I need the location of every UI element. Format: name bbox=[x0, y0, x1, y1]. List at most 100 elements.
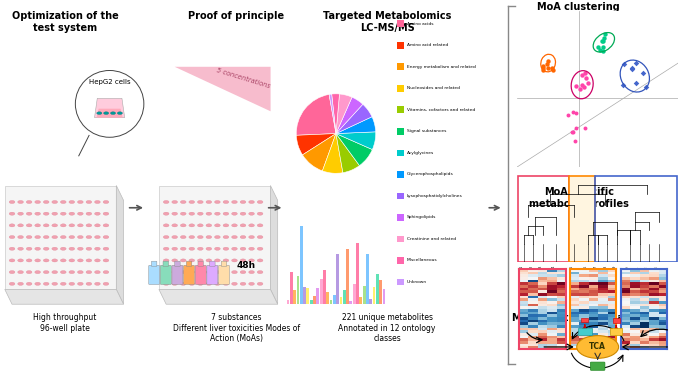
Circle shape bbox=[232, 259, 237, 262]
Bar bbox=[383, 289, 386, 304]
Circle shape bbox=[249, 224, 254, 227]
Circle shape bbox=[189, 282, 195, 285]
Point bbox=[597, 48, 608, 54]
Circle shape bbox=[117, 112, 123, 115]
Circle shape bbox=[223, 212, 229, 215]
Circle shape bbox=[95, 259, 100, 262]
Bar bbox=[366, 255, 369, 304]
Wedge shape bbox=[336, 134, 360, 173]
Text: Targeted Metabolomics
LC-MS/MS: Targeted Metabolomics LC-MS/MS bbox=[323, 11, 451, 33]
Circle shape bbox=[95, 200, 100, 204]
Circle shape bbox=[172, 236, 177, 239]
Text: Amino acids: Amino acids bbox=[407, 22, 434, 26]
Circle shape bbox=[189, 200, 195, 204]
Bar bbox=[397, 42, 404, 49]
Circle shape bbox=[9, 282, 15, 285]
Bar bbox=[306, 288, 309, 304]
Bar bbox=[397, 257, 404, 264]
Polygon shape bbox=[116, 186, 123, 304]
Point bbox=[580, 125, 590, 131]
Text: Subst12: Subst12 bbox=[645, 265, 649, 280]
Circle shape bbox=[163, 224, 169, 227]
Bar bbox=[323, 270, 326, 304]
Bar bbox=[303, 286, 306, 304]
FancyBboxPatch shape bbox=[198, 261, 203, 266]
Point bbox=[593, 45, 603, 50]
Circle shape bbox=[18, 200, 23, 204]
Circle shape bbox=[232, 270, 237, 274]
Text: 7 substances
Different liver toxicities Modes of
Action (MoAs): 7 substances Different liver toxicities … bbox=[173, 313, 300, 343]
Circle shape bbox=[69, 200, 75, 204]
Text: Subst6: Subst6 bbox=[584, 265, 588, 278]
FancyBboxPatch shape bbox=[582, 318, 588, 322]
FancyBboxPatch shape bbox=[172, 265, 183, 285]
Circle shape bbox=[35, 259, 40, 262]
FancyBboxPatch shape bbox=[610, 328, 622, 335]
FancyBboxPatch shape bbox=[195, 265, 206, 285]
Circle shape bbox=[257, 212, 263, 215]
Circle shape bbox=[97, 112, 102, 115]
Bar bbox=[397, 63, 404, 70]
Polygon shape bbox=[159, 289, 277, 304]
FancyBboxPatch shape bbox=[221, 261, 227, 266]
Text: 221 unique metabolites
Annotated in 12 ontology
classes: 221 unique metabolites Annotated in 12 o… bbox=[338, 313, 436, 343]
Point bbox=[580, 70, 590, 76]
Wedge shape bbox=[336, 97, 363, 134]
Text: Subst4: Subst4 bbox=[552, 265, 556, 278]
Bar bbox=[353, 284, 356, 304]
Text: Miscellaneous: Miscellaneous bbox=[407, 259, 438, 262]
Circle shape bbox=[43, 224, 49, 227]
Point bbox=[538, 65, 549, 71]
Bar bbox=[297, 276, 299, 304]
Text: Mechanistic information: Mechanistic information bbox=[512, 313, 645, 324]
Circle shape bbox=[223, 224, 229, 227]
Circle shape bbox=[9, 259, 15, 262]
Wedge shape bbox=[336, 104, 372, 134]
Text: Creatinine and related: Creatinine and related bbox=[407, 237, 456, 241]
Text: Subst11: Subst11 bbox=[636, 265, 640, 280]
Circle shape bbox=[197, 247, 203, 250]
Circle shape bbox=[26, 282, 32, 285]
Circle shape bbox=[163, 200, 169, 204]
Wedge shape bbox=[336, 134, 373, 165]
Circle shape bbox=[223, 200, 229, 204]
Circle shape bbox=[43, 200, 49, 204]
Circle shape bbox=[172, 247, 177, 250]
Circle shape bbox=[103, 224, 109, 227]
Bar bbox=[326, 292, 329, 304]
Circle shape bbox=[26, 200, 32, 204]
Circle shape bbox=[43, 259, 49, 262]
Circle shape bbox=[232, 282, 237, 285]
Circle shape bbox=[69, 224, 75, 227]
Circle shape bbox=[172, 270, 177, 274]
Circle shape bbox=[18, 224, 23, 227]
Point bbox=[580, 75, 591, 81]
Text: High throughput
96-well plate: High throughput 96-well plate bbox=[34, 313, 97, 333]
Bar bbox=[397, 171, 404, 178]
Text: Subst1: Subst1 bbox=[520, 265, 523, 278]
Circle shape bbox=[172, 282, 177, 285]
Circle shape bbox=[95, 212, 100, 215]
Bar bbox=[379, 280, 382, 304]
Bar bbox=[397, 85, 404, 92]
Text: Amino acid related: Amino acid related bbox=[407, 43, 448, 47]
Circle shape bbox=[249, 282, 254, 285]
Circle shape bbox=[95, 236, 100, 239]
Circle shape bbox=[95, 224, 100, 227]
Circle shape bbox=[103, 200, 109, 204]
Circle shape bbox=[223, 282, 229, 285]
Circle shape bbox=[257, 259, 263, 262]
FancyBboxPatch shape bbox=[219, 265, 229, 285]
Circle shape bbox=[180, 259, 186, 262]
Circle shape bbox=[86, 270, 92, 274]
Point bbox=[542, 61, 553, 67]
Circle shape bbox=[180, 200, 186, 204]
Circle shape bbox=[180, 282, 186, 285]
Text: Subst7: Subst7 bbox=[594, 265, 597, 278]
Bar bbox=[333, 295, 336, 304]
Circle shape bbox=[77, 200, 83, 204]
Point bbox=[576, 82, 587, 88]
Text: Glycerophospholipids: Glycerophospholipids bbox=[407, 173, 453, 176]
Circle shape bbox=[9, 200, 15, 204]
Circle shape bbox=[77, 224, 83, 227]
